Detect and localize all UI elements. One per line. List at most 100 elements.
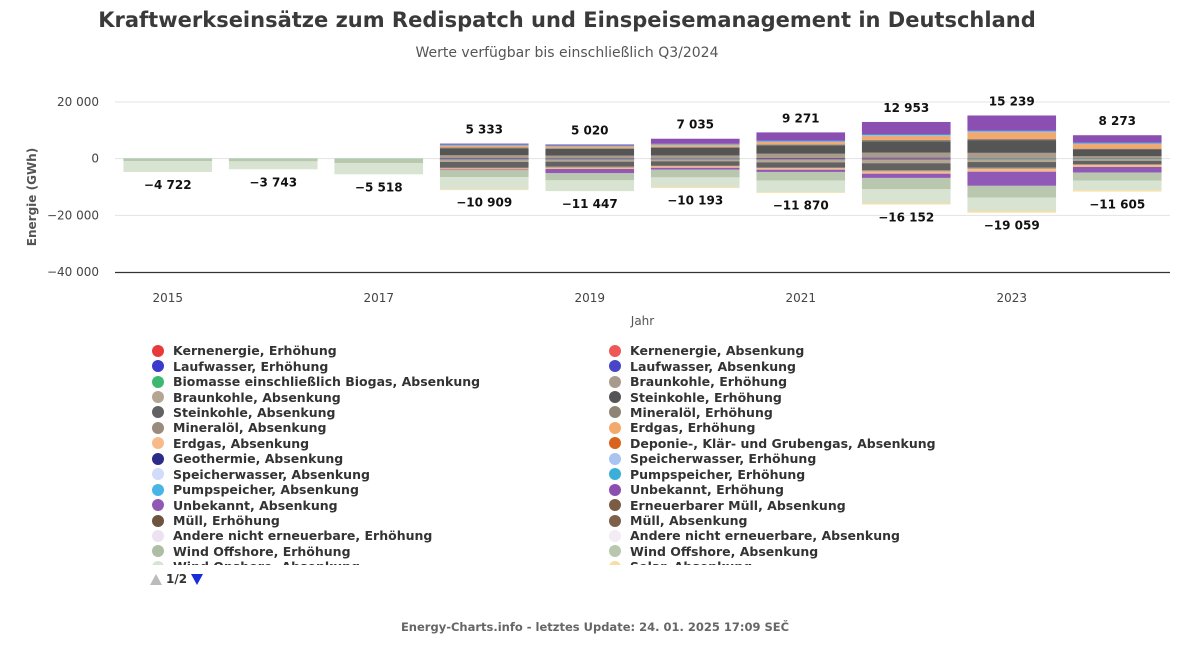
legend-item[interactable]: Unbekannt, Erhöhung	[607, 482, 1047, 497]
bar-segment	[650, 147, 740, 156]
bar-segment	[967, 131, 1057, 139]
legend-color-dot-icon	[152, 514, 164, 527]
legend-item[interactable]: Mineralöl, Erhöhung	[607, 405, 1047, 420]
legend-item[interactable]: Mineralöl, Absenkung	[150, 420, 607, 435]
bar-segment	[967, 197, 1057, 211]
legend-item[interactable]: Müll, Absenkung	[607, 513, 1047, 528]
positive-total-label: 5 333	[465, 123, 503, 137]
bar-segment	[756, 158, 846, 160]
legend-item[interactable]: Speicherwasser, Erhöhung	[607, 451, 1047, 466]
legend-item[interactable]: Unbekannt, Absenkung	[150, 497, 607, 513]
legend-item-label: Deponie-, Klär- und Grubengas, Absenkung	[630, 435, 936, 451]
negative-total-label: −10 909	[456, 196, 512, 210]
pager-up-arrow-icon[interactable]	[150, 573, 162, 585]
legend-item-label: Speicherwasser, Absenkung	[173, 466, 370, 482]
negative-total-label: −19 059	[984, 219, 1040, 233]
bar-segment	[650, 166, 740, 168]
legend-item[interactable]: Pumpspeicher, Erhöhung	[607, 467, 1047, 482]
legend-color-dot-icon	[152, 483, 164, 496]
legend-item-label: Erneuerbarer Müll, Absenkung	[630, 497, 846, 513]
legend-item[interactable]: Braunkohle, Absenkung	[150, 389, 607, 405]
legend-item-label: Wind Offshore, Absenkung	[630, 543, 819, 559]
bar-segment	[545, 180, 635, 192]
bar-segment	[861, 173, 951, 178]
legend-item[interactable]: Speicherwasser, Absenkung	[150, 467, 607, 482]
legend-item[interactable]: Müll, Erhöhung	[150, 513, 607, 528]
legend-item-label: Müll, Absenkung	[630, 513, 748, 529]
legend-item[interactable]: Erneuerbarer Müll, Absenkung	[607, 497, 1047, 513]
bar-segment	[861, 189, 951, 204]
bar-segment	[967, 159, 1057, 163]
bar-segment	[545, 155, 635, 159]
legend-item[interactable]: Laufwasser, Erhöhung	[150, 358, 607, 374]
legend-item[interactable]: Deponie-, Klär- und Grubengas, Absenkung	[607, 436, 1047, 451]
legend-item-label: Wind Onshore, Absenkung	[173, 559, 360, 565]
legend-item[interactable]: Braunkohle, Erhöhung	[607, 374, 1047, 389]
bar-segment	[861, 159, 951, 160]
bar-segment	[1072, 172, 1162, 181]
legend-item-label: Andere nicht erneuerbare, Erhöhung	[173, 528, 433, 544]
bar-segment	[1072, 166, 1162, 173]
legend-color-dot-icon	[609, 437, 621, 450]
bar-segment	[439, 167, 529, 169]
legend-color-dot-icon	[609, 514, 621, 527]
bar-segment	[439, 144, 529, 146]
legend-item-label: Andere nicht erneuerbare, Absenkung	[630, 528, 900, 544]
legend-color-dot-icon	[152, 499, 164, 512]
legend-item[interactable]: Biomasse einschließlich Biogas, Absenkun…	[150, 374, 607, 389]
bar-segment	[861, 152, 951, 158]
positive-total-label: 5 020	[571, 123, 609, 137]
bar-segment	[439, 145, 529, 148]
legend-item-label: Unbekannt, Absenkung	[173, 497, 338, 513]
legend-item[interactable]: Wind Offshore, Erhöhung	[150, 544, 607, 559]
legend-item-label: Steinkohle, Absenkung	[173, 404, 336, 420]
legend-color-dot-icon	[609, 545, 621, 558]
bar-segment	[967, 158, 1057, 160]
legend-item[interactable]: Kernenergie, Absenkung	[607, 343, 1047, 358]
bar-segment	[1072, 156, 1162, 159]
x-tick-label: 2023	[996, 291, 1027, 305]
bar-segment	[861, 158, 951, 160]
legend-item-label: Solar, Absenkung	[630, 559, 752, 565]
legend-item[interactable]: Erdgas, Erhöhung	[607, 420, 1047, 435]
y-axis-title: Energie (GWh)	[25, 148, 39, 246]
bar-segment	[756, 140, 846, 142]
negative-total-label: −16 152	[878, 210, 934, 224]
x-tick-label: 2019	[574, 291, 605, 305]
bar-segment	[1072, 160, 1162, 165]
legend-item-label: Mineralöl, Erhöhung	[630, 404, 773, 420]
x-tick-label: 2021	[785, 291, 816, 305]
bar-segment	[123, 161, 213, 173]
legend-item[interactable]: Laufwasser, Absenkung	[607, 358, 1047, 374]
bar-segment	[967, 171, 1057, 186]
legend-item[interactable]: Wind Offshore, Absenkung	[607, 544, 1047, 559]
legend-item[interactable]: Andere nicht erneuerbare, Erhöhung	[150, 528, 607, 543]
legend-item[interactable]: Wind Onshore, Absenkung	[150, 559, 607, 565]
legend-color-dot-icon	[152, 452, 164, 465]
bar-segment	[1072, 143, 1162, 145]
bar-segment	[756, 168, 846, 170]
legend-item[interactable]: Erdgas, Absenkung	[150, 436, 607, 451]
bar-segment	[439, 170, 529, 178]
bar-segment	[967, 115, 1057, 131]
legend-item[interactable]: Andere nicht erneuerbare, Absenkung	[607, 528, 1047, 543]
pager-down-arrow-icon[interactable]	[191, 573, 204, 585]
legend-item[interactable]: Solar, Absenkung	[607, 559, 1047, 565]
chart-subtitle: Werte verfügbar bis einschließlich Q3/20…	[415, 45, 719, 61]
legend-item[interactable]: Geothermie, Absenkung	[150, 451, 607, 466]
legend-color-dot-icon	[152, 545, 164, 558]
legend-item[interactable]: Steinkohle, Absenkung	[150, 405, 607, 420]
legend-item-label: Müll, Erhöhung	[173, 513, 280, 529]
negative-total-label: −11 870	[773, 198, 829, 212]
legend-color-dot-icon	[609, 360, 621, 373]
bar-segment	[439, 161, 529, 168]
legend-item[interactable]: Pumpspeicher, Absenkung	[150, 482, 607, 497]
legend-item[interactable]: Kernenergie, Erhöhung	[150, 343, 607, 358]
bar-segment	[861, 121, 951, 135]
bar-segment	[967, 185, 1057, 198]
bar-segment	[439, 155, 529, 159]
legend-item-label: Braunkohle, Erhöhung	[630, 374, 788, 390]
legend-item[interactable]: Steinkohle, Erhöhung	[607, 389, 1047, 405]
bar-segment	[1072, 143, 1162, 149]
negative-total-label: −11 605	[1089, 198, 1145, 212]
